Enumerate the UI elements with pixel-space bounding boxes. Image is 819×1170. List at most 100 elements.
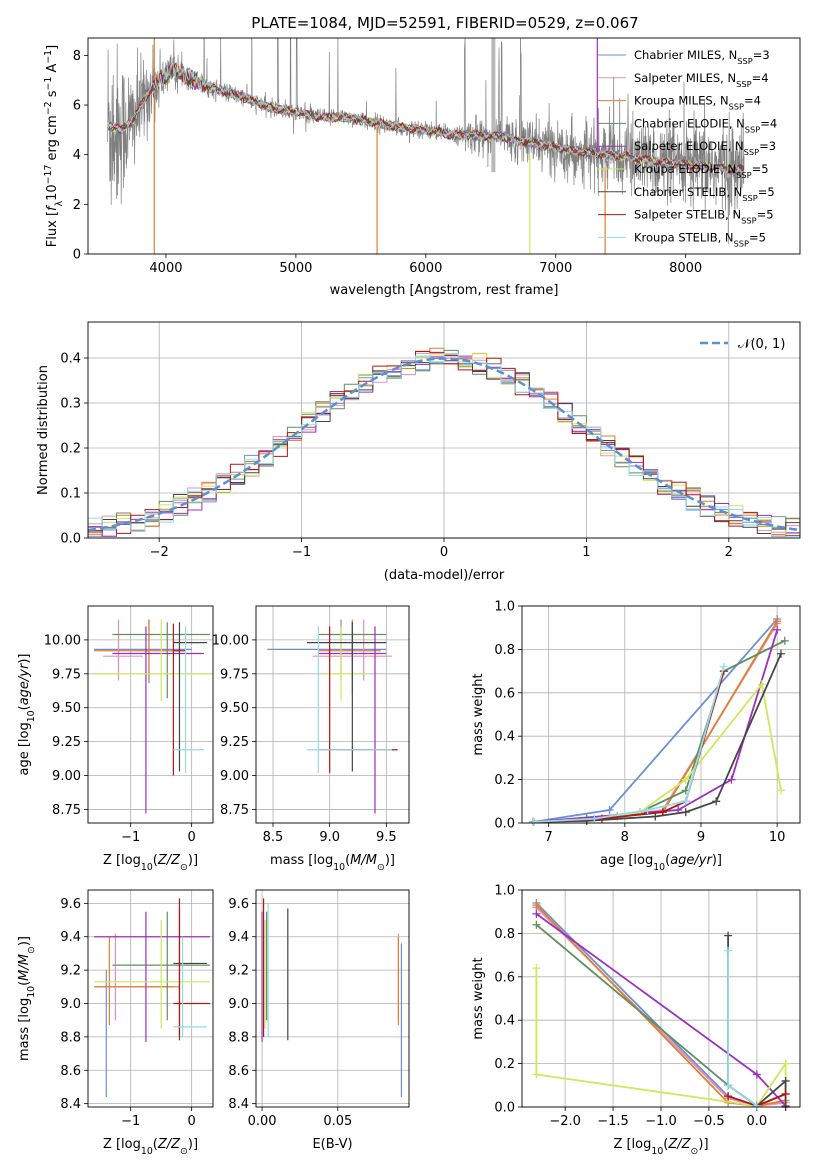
- x-axis-label: E(B-V): [312, 1137, 352, 1152]
- y-tick-label: 6: [73, 99, 81, 114]
- mass-weight-marker: [532, 909, 541, 918]
- y-tick-label: 8.4: [60, 1097, 81, 1112]
- mass-weight-marker: [681, 808, 690, 817]
- y-tick-label: 0.2: [494, 773, 515, 788]
- y-tick-label: 0.6: [494, 970, 515, 985]
- y-tick-label: 9.2: [228, 964, 249, 979]
- mass-weight-line: [533, 653, 782, 823]
- y-tick-label: 1.0: [494, 600, 515, 615]
- y-tick-label: 9.25: [220, 735, 249, 750]
- mass-weight-vs-metallicity-panel: −2.0 −1.5 −1.0 −0.5 0.0 0.0 0.2 0.4 0.6 0.8 1.0 Z […: [471, 884, 801, 1157]
- y-tick-label: 8.4: [228, 1097, 249, 1112]
- x-tick-label: 8000: [669, 261, 702, 276]
- x-tick-label: 4000: [149, 261, 182, 276]
- mass-weight-marker: [529, 817, 538, 826]
- model-spectrum-line: [107, 62, 744, 175]
- y-axis-label: Normed distribution: [36, 365, 51, 495]
- y-tick-label: 2: [73, 198, 81, 213]
- axes-frame: [87, 37, 801, 255]
- y-tick-label: 10.00: [212, 633, 249, 648]
- mass-weight-marker: [724, 1081, 733, 1090]
- y-tick-label: 9.6: [60, 897, 81, 912]
- mass-weight-marker: [605, 805, 614, 814]
- y-tick-label: 8.6: [60, 1064, 81, 1079]
- y-tick-label: 8.8: [228, 1030, 249, 1045]
- y-tick-label: 1.0: [494, 884, 515, 899]
- mass-weight-marker: [643, 805, 652, 814]
- mass-weight-marker: [776, 786, 785, 795]
- y-tick-label: 8.8: [60, 1030, 81, 1045]
- mass-weight-marker: [781, 1059, 790, 1068]
- legend-label: Salpeter MILES, NSSP=4: [634, 71, 769, 89]
- y-tick-label: 8.6: [228, 1064, 249, 1079]
- y-tick-label: 9.00: [52, 769, 81, 784]
- y-tick-label: 9.25: [52, 735, 81, 750]
- mass-weight-marker: [773, 617, 782, 626]
- spectrum-panel: 4000 5000 6000 7000 8000 0 2 4 6 8 Chabrier MILES,…: [43, 37, 801, 298]
- x-axis-label: (data-model)/error: [384, 568, 505, 583]
- y-tick-label: 9.50: [52, 701, 81, 716]
- mass-weight-marker: [752, 1101, 761, 1110]
- mass-weight-line: [533, 666, 725, 823]
- x-tick-label: −1: [292, 545, 311, 560]
- axes-frame: [87, 889, 214, 1108]
- grid: [88, 606, 213, 823]
- mass-weight-marker: [724, 1092, 733, 1101]
- figure-title: PLATE=1084, MJD=52591, FIBERID=0529, z=0…: [251, 14, 638, 32]
- x-axis-label: wavelength [Angstrom, rest frame]: [330, 283, 559, 298]
- mass-weight-marker: [532, 1070, 541, 1079]
- x-tick-label: 0.0: [747, 1114, 768, 1129]
- mass-weight-marker: [590, 814, 599, 823]
- mass-weight-marker: [780, 636, 789, 645]
- x-tick-label: 2: [725, 545, 733, 560]
- x-axis-label: age [log10(age/yr)]: [600, 853, 722, 873]
- x-tick-label: 8: [621, 830, 629, 845]
- mass-weight-line: [533, 629, 779, 823]
- legend-label: Chabrier MILES, NSSP=3: [634, 48, 770, 66]
- y-tick-label: 9.50: [220, 701, 249, 716]
- y-axis-label: age [log10(age/yr)]: [17, 653, 37, 775]
- legend-label: Kroupa MILES, NSSP=4: [634, 94, 761, 112]
- mass-weight-line: [533, 622, 778, 823]
- y-axis-label: Flux [fλ10−17 erg cm−2 s−1 A−1]: [43, 45, 65, 247]
- y-tick-label: 9.4: [228, 930, 249, 945]
- residual-histogram-panel: −2 −1 0 1 2 0.0 0.1 0.2 0.3 0.4 𝒩(0, 1) (data-model…: [36, 321, 801, 583]
- x-tick-label: 10: [769, 830, 786, 845]
- mass-weight-line: [533, 681, 782, 823]
- x-tick-label: −1: [121, 1114, 140, 1129]
- y-tick-label: 0.4: [494, 1014, 515, 1029]
- y-tick-label: 9.0: [60, 997, 81, 1012]
- y-tick-label: 0.4: [494, 730, 515, 745]
- x-tick-label: 1: [582, 545, 590, 560]
- x-tick-label: 9.5: [376, 830, 397, 845]
- y-tick-label: 0.1: [60, 487, 81, 502]
- legend-label: Kroupa ELODIE, NSSP=5: [634, 162, 769, 180]
- x-tick-label: 0: [188, 830, 196, 845]
- x-axis-label: Z [log10(Z/Z⊙)]: [613, 1137, 708, 1157]
- legend-label: Chabrier STELIB, NSSP=5: [634, 185, 775, 203]
- y-tick-label: 0.3: [60, 397, 81, 412]
- x-tick-label: −1.5: [597, 1114, 629, 1129]
- observed-spectrum-line: [107, 38, 745, 245]
- y-tick-label: 0.2: [494, 1057, 515, 1072]
- mass-weight-line: [533, 620, 778, 823]
- axes-frame: [87, 321, 801, 539]
- mass-weight-vs-age-panel: 7 8 9 10 0.0 0.2 0.4 0.6 0.8 1.0 age [log10(age/yr…: [471, 600, 801, 873]
- axes-frame: [255, 889, 410, 1108]
- y-tick-label: 0.8: [494, 643, 515, 658]
- x-tick-label: −1.0: [645, 1114, 677, 1129]
- x-tick-label: 9.0: [319, 830, 340, 845]
- y-tick-label: 9.75: [52, 667, 81, 682]
- y-tick-label: 9.0: [228, 997, 249, 1012]
- mass-weight-marker: [681, 797, 690, 806]
- y-tick-label: 9.75: [220, 667, 249, 682]
- grid: [256, 890, 409, 1107]
- y-tick-label: 0.0: [494, 1101, 515, 1116]
- x-tick-label: −1: [121, 830, 140, 845]
- axes-frame: [521, 889, 801, 1108]
- mass-weight-marker: [781, 1089, 790, 1098]
- y-tick-label: 4: [73, 148, 81, 163]
- mass-weight-marker: [712, 797, 721, 806]
- mass-weight-marker: [719, 662, 728, 671]
